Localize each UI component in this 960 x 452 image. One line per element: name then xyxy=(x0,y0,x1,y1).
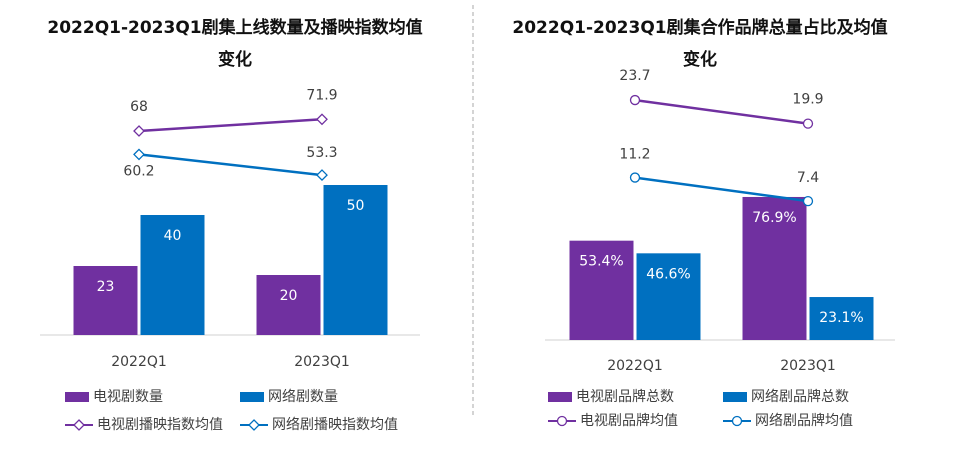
line xyxy=(634,98,809,125)
chart-title: 2022Q1-2023Q1剧集合作品牌总量占比及均值变化 xyxy=(512,18,888,70)
line-marker xyxy=(133,125,145,137)
bar-label: 53.4% xyxy=(579,254,623,270)
point-label: 11.2 xyxy=(619,147,650,163)
point-label: 23.7 xyxy=(619,68,650,84)
point-label: 19.9 xyxy=(792,92,823,108)
line-marker xyxy=(556,415,568,427)
x-tick-label: 2023Q1 xyxy=(294,354,350,370)
legend-swatch xyxy=(723,392,747,402)
bar-label: 23 xyxy=(97,279,115,295)
line xyxy=(138,153,323,177)
bar-label: 40 xyxy=(164,228,182,244)
legend-swatch xyxy=(65,392,89,402)
point-label: 60.2 xyxy=(123,163,154,179)
legend-swatch xyxy=(548,392,572,402)
line xyxy=(138,118,323,133)
point-label: 71.9 xyxy=(306,87,337,103)
bar-label: 50 xyxy=(347,198,365,214)
line-marker xyxy=(133,148,145,161)
line-marker xyxy=(802,118,814,129)
bar-label: 76.9% xyxy=(752,210,796,226)
legend-label: 电视剧品牌均值 xyxy=(580,412,678,429)
point-label: 53.3 xyxy=(306,145,337,161)
line-marker xyxy=(316,169,328,182)
bar-label: 20 xyxy=(280,288,298,304)
bar xyxy=(809,297,874,340)
legend-label: 网络剧品牌总数 xyxy=(751,388,849,405)
line-marker xyxy=(73,419,85,431)
line-marker xyxy=(802,195,814,207)
point-label: 68 xyxy=(130,99,148,115)
legend-swatch xyxy=(240,392,264,402)
line-marker xyxy=(629,172,641,183)
legend-label: 电视剧播映指数均值 xyxy=(97,417,223,433)
bar xyxy=(742,196,807,340)
legend-label: 电视剧数量 xyxy=(93,389,163,405)
line xyxy=(634,176,809,203)
point-label: 7.4 xyxy=(797,170,819,186)
bar-label: 23.1% xyxy=(819,310,863,326)
legend-label: 网络剧品牌均值 xyxy=(755,412,853,429)
x-tick-label: 2022Q1 xyxy=(111,354,167,370)
x-tick-label: 2022Q1 xyxy=(607,358,663,374)
line-marker xyxy=(316,113,328,126)
bar xyxy=(636,253,701,340)
bar xyxy=(256,275,321,335)
line-marker xyxy=(248,419,260,431)
bar xyxy=(569,240,634,340)
bar xyxy=(140,215,205,335)
bar xyxy=(73,266,138,335)
legend-label: 电视剧品牌总数 xyxy=(576,388,674,405)
bar xyxy=(323,185,388,335)
legend-label: 网络剧播映指数均值 xyxy=(272,417,398,433)
x-tick-label: 2023Q1 xyxy=(780,358,836,374)
chart-title: 2022Q1-2023Q1剧集上线数量及播映指数均值变化 xyxy=(47,18,423,70)
bar-label: 46.6% xyxy=(646,266,690,282)
legend-label: 网络剧数量 xyxy=(268,389,338,405)
line-marker xyxy=(731,415,743,427)
line-marker xyxy=(629,94,641,106)
